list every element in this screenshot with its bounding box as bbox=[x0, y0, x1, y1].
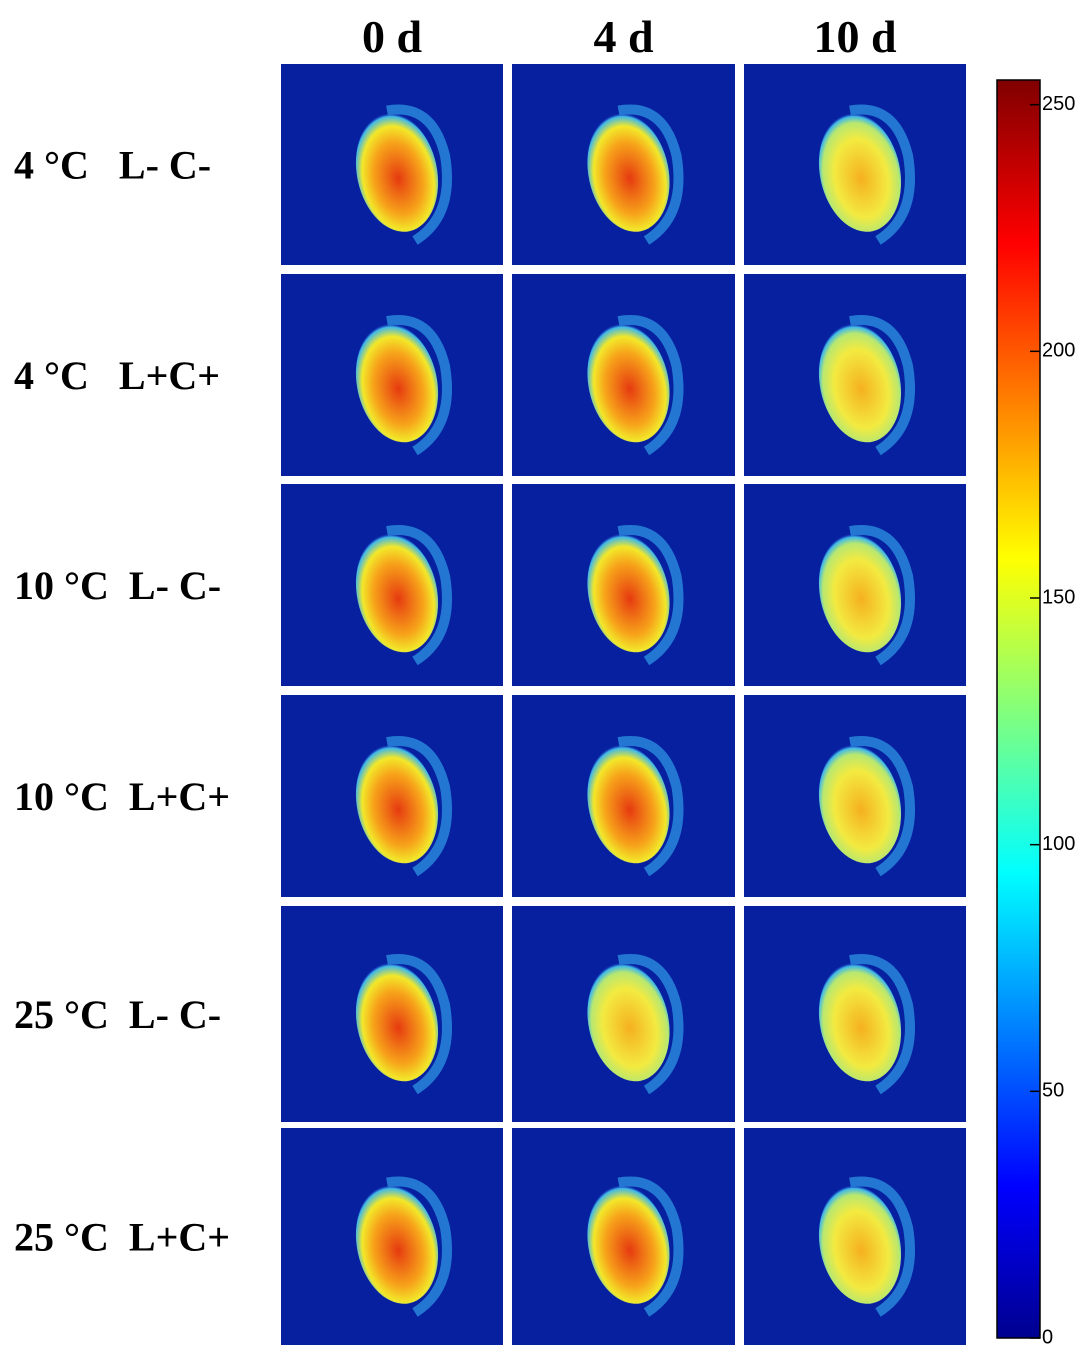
row-label: 4 °C L- C- bbox=[14, 143, 211, 188]
sample bbox=[355, 323, 439, 443]
sample bbox=[355, 113, 439, 232]
sample-outline bbox=[617, 1176, 684, 1317]
tick-label: 100 bbox=[1042, 833, 1075, 855]
sample bbox=[355, 1185, 439, 1304]
row-label: 4 °C L+C+ bbox=[14, 353, 220, 398]
sample-outline bbox=[617, 954, 684, 1095]
colorbar-ticks: 0 50 100 150 200 250 bbox=[1030, 93, 1075, 1345]
sample-outline bbox=[386, 104, 452, 245]
sample-outline bbox=[849, 315, 915, 456]
sample bbox=[355, 744, 439, 864]
colorbar bbox=[996, 79, 1041, 1339]
row-label: 10 °C L- C- bbox=[14, 563, 221, 608]
sample bbox=[818, 1185, 902, 1304]
tick-label: 50 bbox=[1042, 1080, 1064, 1102]
sample-outline bbox=[849, 104, 915, 245]
tick-label: 0 bbox=[1042, 1326, 1053, 1345]
sample-outline bbox=[386, 954, 452, 1095]
tick-label: 250 bbox=[1042, 93, 1075, 115]
sample-outline bbox=[617, 525, 684, 666]
sample bbox=[818, 744, 902, 864]
tick-label: 200 bbox=[1042, 340, 1075, 362]
sample bbox=[587, 744, 670, 864]
sample-outline bbox=[849, 954, 915, 1095]
row-label: 25 °C L+C+ bbox=[14, 1215, 230, 1260]
sample-outline bbox=[849, 525, 915, 666]
sample-outline bbox=[849, 736, 915, 877]
row-label: 25 °C L- C- bbox=[14, 992, 221, 1037]
sample bbox=[587, 1185, 670, 1304]
sample-outline bbox=[617, 315, 684, 456]
sample-outline bbox=[386, 525, 452, 666]
sample bbox=[818, 113, 902, 232]
tick-label: 150 bbox=[1042, 586, 1075, 608]
sample bbox=[587, 533, 670, 653]
sample bbox=[818, 962, 902, 1082]
sample-outline bbox=[617, 104, 684, 245]
row-label: 10 °C L+C+ bbox=[14, 774, 230, 819]
sample bbox=[587, 113, 670, 232]
sample-outline bbox=[386, 736, 452, 877]
sample-outline bbox=[617, 736, 684, 877]
sample-outline bbox=[849, 1176, 915, 1317]
sample-outline bbox=[386, 315, 452, 456]
sample bbox=[587, 962, 670, 1082]
sample bbox=[818, 323, 902, 443]
column-label: 0 d bbox=[362, 11, 423, 62]
image-grid bbox=[281, 64, 966, 1345]
sample bbox=[355, 962, 439, 1082]
sample bbox=[818, 533, 902, 653]
column-label: 10 d bbox=[813, 11, 897, 62]
sample bbox=[587, 323, 670, 443]
column-label: 4 d bbox=[593, 11, 654, 62]
sample bbox=[355, 533, 439, 653]
sample-outline bbox=[386, 1176, 452, 1317]
